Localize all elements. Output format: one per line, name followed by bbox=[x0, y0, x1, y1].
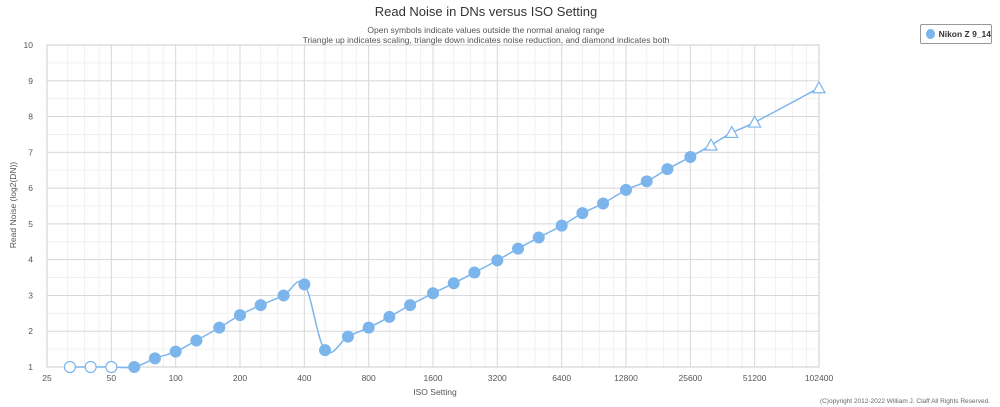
x-tick-label: 102400 bbox=[805, 373, 834, 383]
x-tick-label: 1600 bbox=[424, 373, 443, 383]
data-point-circle bbox=[620, 183, 632, 196]
x-tick-label: 25600 bbox=[679, 373, 703, 383]
data-point-circle bbox=[362, 321, 375, 334]
data-point-open-circle bbox=[105, 360, 118, 374]
data-point-circle bbox=[427, 287, 439, 300]
y-axis-ticks: 1 2 3 4 5 6 7 8 9 10 bbox=[24, 40, 34, 372]
x-tick-label: 3200 bbox=[488, 373, 507, 383]
data-point-open-triangle bbox=[704, 137, 719, 151]
chart-subtitle-line-1: Open symbols indicate values outside the… bbox=[367, 25, 604, 35]
data-point-circle bbox=[383, 310, 396, 323]
legend-marker-icon bbox=[926, 29, 935, 39]
data-point-circle bbox=[341, 330, 354, 343]
legend-label: Nikon Z 9_14 bbox=[938, 29, 991, 39]
data-point-open-triangle bbox=[811, 80, 827, 94]
data-point-circle bbox=[319, 344, 332, 357]
x-axis-ticks: 25 50 100 200 400 800 1600 3200 6400 12800 25600 51… bbox=[42, 373, 833, 383]
y-tick-label: 3 bbox=[28, 290, 33, 300]
y-tick-label: 5 bbox=[28, 219, 33, 229]
data-point-circle bbox=[597, 197, 610, 210]
series-line bbox=[69, 87, 820, 369]
data-point-open-circle bbox=[63, 360, 77, 374]
x-tick-label: 25 bbox=[42, 373, 52, 383]
x-tick-label: 50 bbox=[107, 373, 117, 383]
series-markers bbox=[63, 80, 827, 374]
data-point-circle bbox=[298, 278, 311, 291]
x-tick-label: 12800 bbox=[614, 373, 638, 383]
data-point-circle bbox=[190, 334, 203, 347]
data-point-circle bbox=[512, 242, 525, 255]
y-tick-label: 2 bbox=[28, 326, 33, 336]
data-point-circle bbox=[213, 321, 226, 334]
plot-border bbox=[46, 44, 820, 368]
data-point-circle bbox=[661, 163, 674, 176]
data-point-open-triangle bbox=[747, 115, 762, 128]
y-tick-label: 4 bbox=[28, 255, 33, 265]
data-point-circle bbox=[640, 175, 653, 188]
y-tick-label: 6 bbox=[28, 183, 33, 193]
y-tick-label: 10 bbox=[24, 40, 34, 50]
data-point-circle bbox=[128, 361, 141, 373]
x-tick-label: 200 bbox=[233, 373, 247, 383]
data-point-circle bbox=[684, 150, 697, 163]
chart-title: Read Noise in DNs versus ISO Setting bbox=[375, 4, 598, 19]
x-axis-title: ISO Setting bbox=[413, 387, 457, 397]
x-tick-label: 51200 bbox=[743, 373, 767, 383]
data-point-open-triangle bbox=[724, 125, 739, 139]
data-point-circle bbox=[555, 219, 568, 232]
data-point-circle bbox=[404, 299, 417, 312]
x-tick-label: 6400 bbox=[552, 373, 571, 383]
y-tick-label: 7 bbox=[28, 147, 33, 157]
chart-subtitle-line-2: Triangle up indicates scaling, triangle … bbox=[303, 35, 670, 45]
data-point-circle bbox=[468, 266, 481, 279]
data-point-circle bbox=[148, 352, 161, 365]
x-tick-label: 100 bbox=[169, 373, 183, 383]
data-point-circle bbox=[491, 254, 504, 267]
data-point-circle bbox=[576, 207, 589, 220]
data-point-circle bbox=[532, 231, 545, 244]
y-axis-title: Read Noise (log2(DN)) bbox=[8, 162, 18, 249]
data-point-circle bbox=[234, 309, 246, 322]
data-point-circle bbox=[254, 299, 267, 312]
x-tick-label: 400 bbox=[297, 373, 311, 383]
y-tick-label: 1 bbox=[28, 362, 33, 372]
x-tick-label: 800 bbox=[362, 373, 376, 383]
data-point-circle bbox=[447, 277, 460, 290]
y-tick-label: 9 bbox=[28, 76, 33, 86]
data-point-open-circle bbox=[84, 360, 97, 374]
y-tick-label: 8 bbox=[28, 112, 33, 122]
legend[interactable]: Nikon Z 9_14 bbox=[920, 24, 992, 44]
data-point-circle bbox=[277, 289, 290, 302]
credits: (C)opyright 2012-2022 William J. Claff A… bbox=[819, 398, 990, 405]
data-point-circle bbox=[169, 345, 182, 358]
